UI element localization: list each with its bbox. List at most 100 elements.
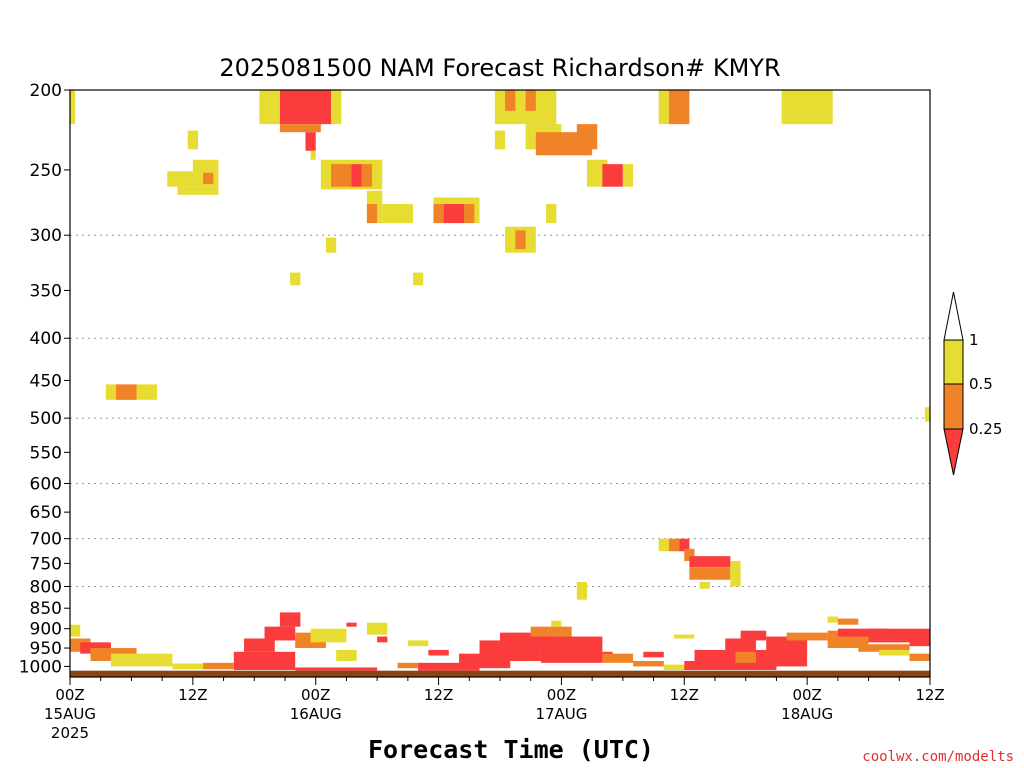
ri-cell [116, 384, 137, 400]
x-tick-label: 00Z [792, 686, 821, 704]
ri-cell [259, 90, 280, 125]
ri-cell [70, 624, 81, 637]
ri-cell [576, 581, 588, 600]
ri-cell [909, 653, 930, 662]
ri-cell [878, 649, 910, 656]
ri-cell [428, 649, 449, 656]
ri-cell [546, 204, 557, 224]
ri-cell [443, 204, 465, 224]
x-tick-year: 2025 [51, 724, 89, 742]
ri-cell [397, 662, 419, 669]
ri-cell [658, 538, 669, 552]
y-tick-label: 250 [30, 161, 62, 181]
ri-cell [725, 638, 756, 654]
ri-cell [494, 130, 506, 150]
ri-cell [464, 204, 475, 224]
ri-cell [602, 164, 623, 187]
ri-cell [837, 618, 859, 625]
y-tick-label: 550 [30, 443, 62, 463]
ri-cell [361, 164, 373, 187]
ri-cell [279, 124, 321, 133]
colorbar-legend: 1 0.5 0.25 [943, 291, 1002, 476]
y-tick-label: 750 [30, 554, 62, 574]
ri-cell [346, 622, 357, 627]
x-tick-label: 12Z [178, 686, 207, 704]
y-tick-label: 200 [30, 81, 62, 101]
gridlines [70, 234, 930, 587]
y-tick-label: 350 [30, 281, 62, 301]
ri-cell [351, 164, 362, 187]
ri-cell [924, 407, 930, 422]
y-axis: 200 250 300 350 400 450 500 550 600 650 700 750 8008… [19, 81, 70, 677]
ri-cell [551, 620, 562, 627]
ri-cell [837, 628, 890, 637]
colorbar-top-arrow [943, 291, 964, 341]
chart-title: 2025081500 NAM Forecast Richardson# KMYR [219, 54, 780, 82]
ri-cell [187, 130, 198, 150]
ri-cell [382, 204, 413, 224]
ri-cell [310, 150, 316, 160]
ri-cell [766, 636, 808, 667]
x-tick-label: 00Z [301, 686, 330, 704]
ri-cell [858, 644, 910, 652]
colorbar-segment [943, 383, 964, 430]
ri-cell [689, 556, 731, 568]
ri-cell [233, 651, 296, 670]
ri-cell [740, 630, 767, 641]
ri-cell [290, 272, 301, 286]
ri-cell [412, 272, 424, 286]
ri-cell [663, 664, 695, 670]
ri-cell [279, 90, 332, 125]
ri-cell [310, 628, 347, 643]
y-tick-label: 900 [30, 620, 62, 640]
ri-cell [264, 626, 296, 641]
y-tick-label: 450 [30, 371, 62, 391]
ri-cell [70, 90, 76, 125]
y-tick-label: 700 [30, 530, 62, 550]
colorbar-bottom-arrow [943, 428, 964, 476]
colorbar-segment [943, 339, 964, 385]
x-axis-label: Forecast Time (UTC) [368, 735, 654, 764]
x-tick-label: 12Z [915, 686, 944, 704]
ri-cell [295, 667, 378, 671]
credit-text: coolwx.com/modelts [862, 749, 1014, 765]
y-tick-label: 600 [30, 474, 62, 494]
ri-cell [331, 164, 352, 187]
colorbar-tick-label: 0.25 [969, 420, 1002, 438]
ri-cell [781, 90, 833, 125]
y-tick-label: 850 [30, 599, 62, 619]
y-tick-label: 950 [30, 639, 62, 659]
ri-cell [172, 663, 204, 670]
ri-cell [576, 124, 598, 150]
ri-cell [192, 159, 219, 173]
ri-cell [407, 640, 429, 647]
ri-cell [909, 640, 930, 647]
ri-cell [418, 662, 480, 671]
ri-cell [602, 653, 634, 663]
ri-cell [110, 653, 173, 667]
y-tick-label: 650 [30, 503, 62, 523]
ri-cell [730, 560, 741, 587]
ri-cell [679, 538, 690, 552]
ri-cell [633, 661, 664, 667]
x-tick-label: 00Z [547, 686, 576, 704]
ri-cell [366, 622, 388, 635]
y-tick-label: 1000 [19, 657, 62, 677]
colorbar-tick-label: 1 [969, 331, 979, 349]
x-tick-label: 00Z [55, 686, 84, 704]
ri-cell [366, 204, 378, 224]
x-tick-date: 15AUG [44, 705, 96, 723]
ri-cell [525, 90, 536, 111]
ri-cell [668, 538, 680, 552]
ri-cell [530, 626, 572, 637]
x-tick-label: 12Z [424, 686, 453, 704]
ri-cell [305, 132, 316, 151]
ri-cell [622, 164, 634, 187]
colorbar-tick-label: 0.5 [969, 375, 993, 393]
ri-cell [668, 90, 690, 125]
ri-cell [203, 171, 214, 184]
ri-cell [735, 651, 756, 663]
ri-cell [325, 237, 337, 253]
